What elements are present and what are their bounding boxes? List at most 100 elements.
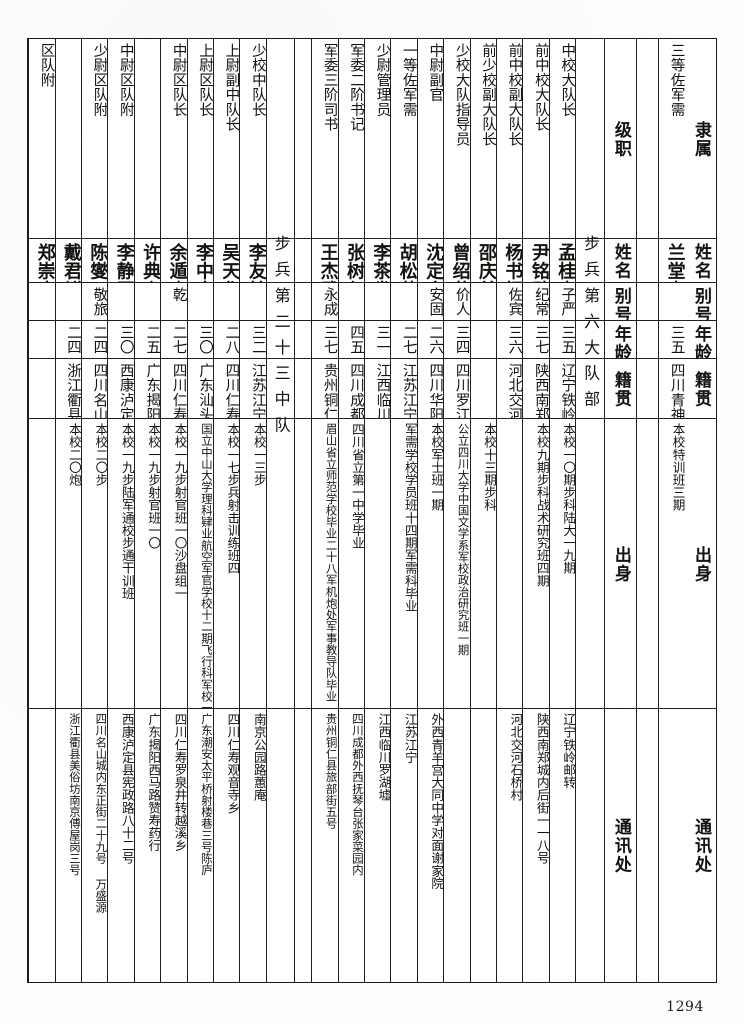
roster-entry[interactable]: 上尉副中队长 吴天化 二八 四川仁寿 本校一七步兵射击训练班四 四川仁寿观音寺乡 — [213, 39, 240, 982]
entry-native-place: 四川成都 — [338, 359, 364, 419]
entry-name: 李静熙 — [108, 239, 134, 283]
entry-alias: 乾 — [161, 283, 187, 321]
roster-entry[interactable]: 戴君燧 二四 浙江衢县 本校二〇炮 浙江衢县美俗坊南京傅屋岗三号 — [54, 39, 81, 982]
entry-rank: 区队附 — [29, 39, 55, 239]
entry-name: 尹铭勋 — [523, 239, 549, 283]
roster-entry[interactable]: 少尉管理员 李茶发 三一 江西临川 江西临川罗湖墟 — [363, 39, 391, 982]
entry-age: 三二 — [240, 321, 266, 359]
entry-origin: 本校一九步射官班一〇沙盘组一 — [161, 419, 187, 709]
entry-rank: 中尉区队长 — [161, 39, 187, 239]
roster-entry[interactable]: 上尉区队长 李中南 三〇 广东汕头 国立中山大学理科肄业航空军官学校十二期飞行科… — [186, 39, 213, 982]
entry-native-place: 河北交河 — [497, 359, 523, 419]
roster-entry[interactable]: 少校大队指导员 曾绍藩 价人 三四 四川罗江 公立四川大学中国文学系军校政治研究… — [443, 39, 470, 982]
entry-alias — [29, 283, 55, 321]
entry-rank: 少尉区队附 — [81, 39, 108, 239]
entry-name: 王杰武 — [312, 239, 338, 283]
entry-origin: 四川省立第一中学毕业 — [338, 419, 364, 709]
entry-origin: 本校一三步 — [240, 419, 266, 709]
roster-table: 隶属 姓名 别号 年龄 籍贯 出身 通讯处 三等佐军需 兰堂寿 三五 四川青神 … — [27, 38, 717, 983]
entry-name: 曾绍藩 — [444, 239, 470, 283]
entry-native-place: 辽宁铁岭 — [549, 359, 576, 419]
entry-native-place: 四川仁寿 — [214, 359, 240, 419]
roster-entry[interactable]: 一等佐军需 胡松茂 二七 江苏江宁 军需学校学员班十四期军需科毕业 江苏江宁 — [390, 39, 417, 982]
entry-rank: 少校大队指导员 — [444, 39, 470, 239]
entry-address: 四川成都外西抚琴台张家菜园内 — [350, 713, 364, 876]
affiliation-entry-column: 三等佐军需 兰堂寿 三五 四川青神 本校特训班三期 — [658, 39, 685, 982]
entry-alias — [55, 283, 81, 321]
header2-rank: 级职 — [604, 39, 636, 239]
entry-age: 三六 — [497, 321, 523, 359]
entry-name: 沈定全 — [417, 239, 444, 283]
header-name-label: 姓名 — [690, 243, 711, 281]
affiliation-name: 兰堂寿 — [659, 239, 685, 283]
roster-entry[interactable]: 区队附 郑崇庵 — [28, 39, 55, 982]
entry-name: 余遁嘉 — [161, 239, 187, 283]
header2-name: 姓名 — [604, 239, 636, 283]
entry-origin: 本校一七步兵射击训练班四 — [214, 419, 240, 709]
entry-age: 三四 — [444, 321, 470, 359]
entry-age: 二六 — [417, 321, 444, 359]
entry-address: 江苏江宁 — [402, 713, 417, 764]
entry-alias: 佐宾 — [497, 283, 523, 321]
entry-alias — [134, 283, 161, 321]
entry-age — [29, 321, 55, 359]
entry-rank: 中尉副官 — [417, 39, 444, 239]
header2-address: 通讯处 — [610, 817, 631, 875]
roster-entry[interactable]: 前少校副大队长 邵庆善 本校十三期步科 — [469, 39, 497, 982]
roster-entry[interactable]: 少尉区队附 陈燮 敬旅 二四 四川名山 本校二〇步 四川名山城内东正街二十九号 … — [80, 39, 108, 982]
group-title-column-a: 步兵第六大队部 — [575, 39, 604, 982]
header-age: 年龄 — [684, 321, 716, 359]
roster-entry[interactable]: 军委二阶书记 张树仁 四五 四川成都 四川省立第一中学毕业 四川成都外西抚琴台张… — [337, 39, 364, 982]
entry-origin: 军需学校学员班十四期军需科毕业 — [391, 419, 417, 709]
affiliation-alias — [659, 283, 685, 321]
entry-address: 广东潮安太平桥射楼巷三号陈庐 — [200, 713, 213, 876]
entry-name: 李中南 — [187, 239, 213, 283]
column-header-column-secondary: 级职 姓名 别号 年龄 籍贯 出身 通讯处 — [603, 39, 636, 982]
entry-native-place: 贵州铜仁 — [312, 359, 338, 419]
roster-entry[interactable]: 前中校副大队长 杨书振 佐宾 三六 河北交河 河北交河石桥村 — [496, 39, 523, 982]
entry-native-place: 广东汕头 — [187, 359, 213, 419]
spacer-column-2 — [294, 39, 312, 982]
entry-rank: 少校中队长 — [240, 39, 266, 239]
roster-entry[interactable]: 许典义 二五 广东揭阳 本校一九步射官班一〇 广东揭阳西马路赞寿药行 — [133, 39, 161, 982]
roster-entry[interactable]: 前中校大队长 尹铭勋 纪常 三七 陕西南郑 本校九期步科战术研究班四期 陕西南郑… — [522, 39, 549, 982]
entry-alias: 安固 — [417, 283, 444, 321]
entry-native-place: 四川罗江 — [444, 359, 470, 419]
entry-origin: 本校一九步陆军通校步通干训班 — [108, 419, 134, 709]
entry-rank: 军委三阶司书 — [312, 39, 338, 239]
affiliation-native-place: 四川青神 — [659, 359, 685, 419]
entry-address: 陕西南郑城内后街一一八号 — [534, 713, 549, 865]
entry-alias — [391, 283, 417, 321]
entry-native-place: 四川仁寿 — [161, 359, 187, 419]
header-origin: 出身 — [684, 419, 716, 709]
entry-rank: 中校大队长 — [549, 39, 576, 239]
header-affiliation: 隶属 — [684, 39, 716, 239]
entry-alias — [187, 283, 213, 321]
entry-native-place: 广东揭阳 — [134, 359, 161, 419]
header-native-place: 籍贯 — [684, 359, 716, 419]
header-alias: 别号 — [684, 283, 716, 321]
roster-entry[interactable]: 中尉区队长 余遁嘉 乾 二七 四川仁寿 本校一九步射官班一〇沙盘组一 四川仁寿罗… — [160, 39, 187, 982]
entry-alias — [364, 283, 391, 321]
entry-alias: 纪常 — [523, 283, 549, 321]
roster-entry[interactable]: 中校大队长 孟桂森 子严 三五 辽宁铁岭 本校一〇期步科陆大一九期 辽宁铁岭邮转 — [548, 39, 576, 982]
roster-entry[interactable]: 中尉区队附 李静熙 三〇 西康泸定 本校一九步陆军通校步通干训班 西康泸定县宪政… — [107, 39, 134, 982]
entry-origin: 本校十三期步科 — [470, 419, 497, 709]
entry-alias: 永成 — [312, 283, 338, 321]
affiliation-origin: 本校特训班三期 — [659, 419, 685, 709]
entry-alias: 价人 — [444, 283, 470, 321]
entry-age — [470, 321, 497, 359]
entry-name: 邵庆善 — [470, 239, 497, 283]
entry-address — [29, 709, 54, 981]
header-age-label: 年龄 — [690, 325, 711, 359]
entry-name: 戴君燧 — [55, 239, 81, 283]
roster-entry[interactable]: 中尉副官 沈定全 安固 二六 四川华阳 本校军士班一期 外西青羊宫大同中学对面谢… — [416, 39, 444, 982]
entry-name: 张树仁 — [338, 239, 364, 283]
roster-entry[interactable]: 军委三阶司书 王杰武 永成 三七 贵州铜仁 眉山省立师范学校毕业二十八军机炮处军… — [311, 39, 338, 982]
roster-entry[interactable]: 少校中队长 李友柏 三二 江苏江宁 本校一三步 南京公园路蕙庵 — [239, 39, 266, 982]
entry-native-place — [29, 359, 55, 419]
entry-age: 二四 — [55, 321, 81, 359]
entry-name: 陈燮 — [81, 239, 108, 283]
entry-address: 江西临川罗湖墟 — [376, 713, 391, 802]
group-b-title: 步兵第二十三中队 — [271, 235, 291, 443]
